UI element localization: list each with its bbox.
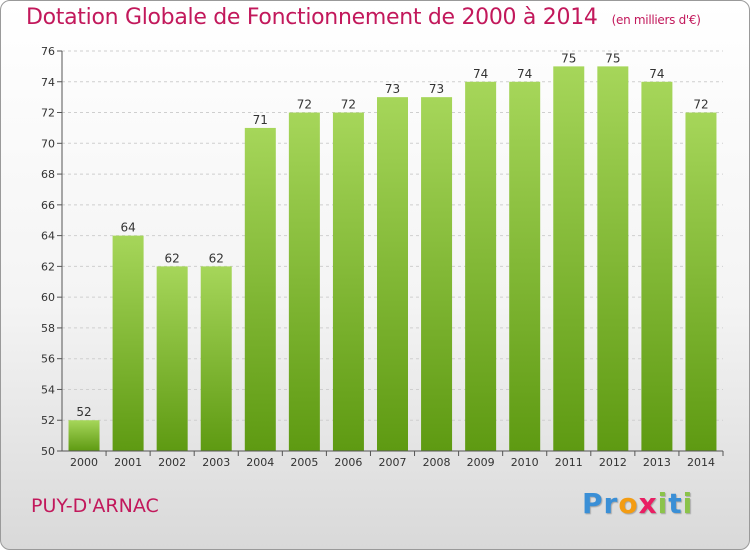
y-tick-label: 70 (41, 137, 55, 150)
data-label: 73 (385, 82, 400, 96)
x-axis-ticks: 2000 2001 2002 2003 2004 2005 2006 2007 2008 2009… (70, 451, 724, 469)
y-tick-label: 50 (41, 445, 55, 458)
bar (553, 66, 585, 451)
bar (112, 235, 144, 451)
bar (597, 66, 629, 451)
bar (685, 112, 717, 452)
bar (200, 266, 232, 451)
x-tick-label: 2009 (467, 456, 495, 469)
y-tick-label: 62 (41, 260, 55, 273)
x-tick-label: 2014 (687, 456, 715, 469)
x-tick-label: 2012 (599, 456, 627, 469)
data-label: 52 (76, 405, 91, 419)
x-tick-label: 2004 (246, 456, 274, 469)
y-tick-label: 56 (41, 353, 55, 366)
bar (288, 112, 320, 452)
x-tick-label: 2008 (423, 456, 451, 469)
proxiti-logo: Proxiti (582, 487, 693, 520)
bar (465, 81, 497, 452)
y-tick-label: 74 (41, 76, 55, 89)
x-tick-label: 2011 (555, 456, 583, 469)
data-label: 75 (605, 51, 620, 65)
x-tick-label: 2006 (334, 456, 362, 469)
y-tick-label: 72 (41, 107, 55, 120)
x-tick-label: 2010 (511, 456, 539, 469)
data-label: 64 (120, 221, 135, 235)
bar (68, 420, 100, 451)
x-tick-label: 2007 (379, 456, 407, 469)
commune-name: PUY-D'ARNAC (31, 495, 159, 517)
logo-letter: i (657, 487, 669, 520)
data-labels: 52 64 62 62 71 72 72 73 73 74 74 75 75 74 72 (76, 51, 708, 419)
bar (332, 112, 364, 452)
chart-title-unit: (en milliers d'€) (611, 13, 701, 27)
data-label: 62 (165, 251, 180, 265)
logo-letter: r (603, 487, 619, 520)
logo-letter: o (618, 487, 639, 520)
x-tick-label: 2001 (114, 456, 142, 469)
data-label: 74 (473, 67, 488, 81)
x-tick-label: 2005 (290, 456, 318, 469)
data-label: 71 (253, 113, 268, 127)
y-tick-label: 76 (41, 45, 55, 58)
data-label: 72 (693, 98, 708, 112)
logo-letter: x (638, 487, 658, 520)
logo-letter: P (582, 487, 604, 520)
bar (244, 127, 276, 451)
x-tick-label: 2002 (158, 456, 186, 469)
bar (509, 81, 541, 452)
data-label: 74 (649, 67, 664, 81)
y-tick-label: 52 (41, 414, 55, 427)
bar (156, 266, 188, 451)
data-label: 62 (209, 251, 224, 265)
y-tick-label: 54 (41, 383, 55, 396)
data-label: 73 (429, 82, 444, 96)
y-tick-label: 68 (41, 168, 55, 181)
x-tick-label: 2013 (643, 456, 671, 469)
bar (377, 97, 408, 452)
y-axis-ticks: 50 52 54 56 58 60 62 64 66 68 70 72 74 76 (41, 45, 62, 458)
bar (421, 97, 453, 452)
y-tick-label: 64 (41, 230, 55, 243)
data-label: 75 (561, 51, 576, 65)
y-tick-label: 58 (41, 322, 55, 335)
chart-title-text: Dotation Globale de Fonctionnement de 20… (26, 5, 598, 30)
logo-letter: i (682, 487, 694, 520)
y-tick-label: 66 (41, 199, 55, 212)
data-label: 72 (341, 98, 356, 112)
axes (61, 51, 723, 452)
data-label: 74 (517, 67, 532, 81)
bar (641, 81, 673, 452)
bars (68, 66, 717, 452)
logo-letter: t (668, 487, 683, 520)
data-label: 72 (297, 98, 312, 112)
chart-title: Dotation Globale de Fonctionnement de 20… (26, 5, 701, 30)
x-tick-label: 2000 (70, 456, 98, 469)
x-tick-label: 2003 (202, 456, 230, 469)
y-tick-label: 60 (41, 291, 55, 304)
